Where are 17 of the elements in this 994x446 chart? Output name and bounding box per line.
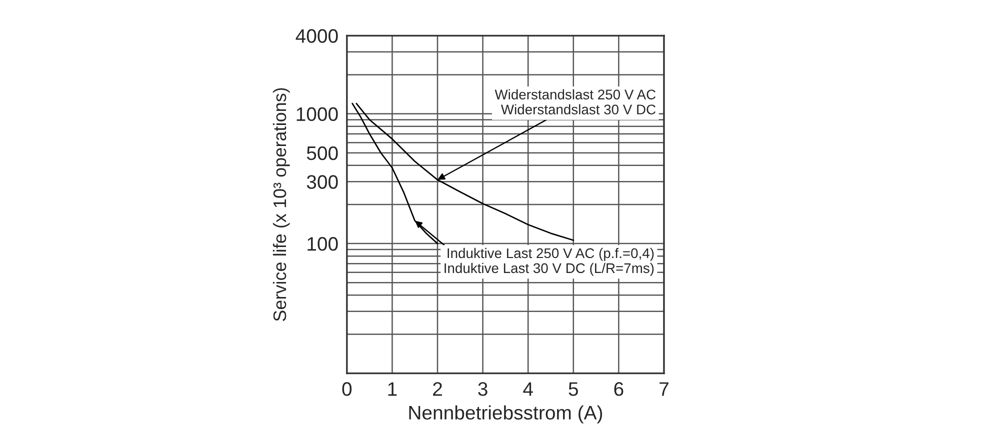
x-tick-label: 1 — [388, 382, 397, 396]
y-tick-label: 4000 — [296, 29, 338, 43]
annotation: Induktive Last 250 V AC (p.f.=0,4) Induktive Last 30 V DC (L/R=7ms) — [444, 248, 654, 276]
x-tick-label: 2 — [433, 382, 442, 396]
x-axis-title: Nennbetriebsstrom (A) — [409, 405, 602, 424]
y-tick-label: 500 — [306, 146, 338, 160]
y-tick-label: 1000 — [296, 107, 338, 122]
x-tick-label: 7 — [660, 382, 668, 396]
x-tick-label: 6 — [614, 382, 624, 396]
x-tick-label: 5 — [568, 382, 578, 396]
y-tick-label: 300 — [306, 175, 338, 189]
annotation: Widerstandslast 250 V AC Widerstandslast 30 V DC — [494, 89, 656, 114]
y-axis-title: Service life (x 10³ operations) — [272, 88, 290, 322]
x-tick-label: 4 — [523, 382, 533, 396]
y-tick-label: 100 — [308, 237, 338, 251]
x-tick-label: 0 — [342, 382, 352, 396]
x-tick-label: 3 — [478, 382, 488, 396]
